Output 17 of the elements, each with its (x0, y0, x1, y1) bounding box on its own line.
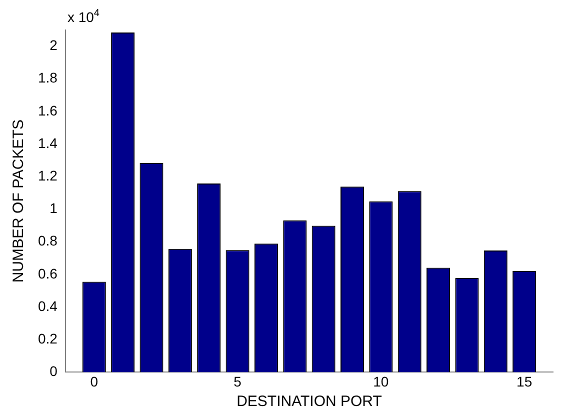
y-tick-label: 0.8 (38, 232, 58, 249)
y-tick-label: 0.2 (38, 330, 58, 346)
y-tick-label: 0.6 (38, 265, 58, 282)
x-tick-label: 10 (373, 373, 389, 390)
y-tick-label: 1.8 (38, 70, 58, 86)
y-tick-label: 1.6 (38, 102, 58, 118)
y-tick-label: 2 (50, 37, 58, 54)
y-tick-label: 1.2 (38, 168, 58, 184)
y-tick-label: 1 (50, 200, 58, 216)
y-tick-label: 1.4 (38, 134, 58, 151)
y-tick-label: 0.4 (38, 298, 58, 314)
y-tick-label: 0 (50, 363, 58, 380)
x-tick-label: 15 (516, 373, 532, 390)
y-axis-title: NUMBER OF PACKETS (10, 120, 28, 283)
x-tick-label: 0 (90, 373, 98, 390)
x-tick-label: 5 (234, 373, 242, 390)
x-axis-title: DESTINATION PORT (236, 393, 382, 410)
